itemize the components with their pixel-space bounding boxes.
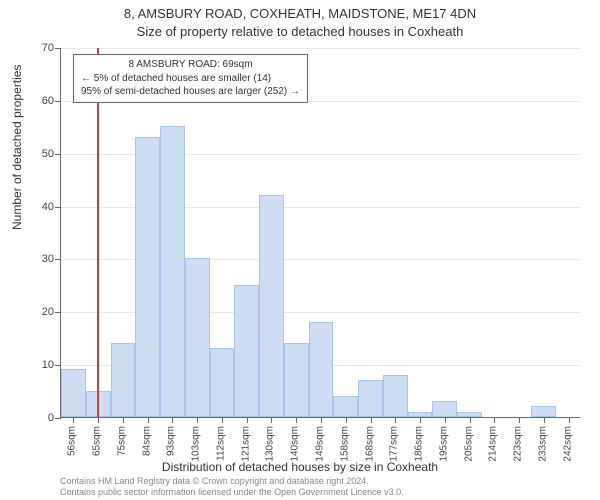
x-tick xyxy=(123,417,124,423)
x-tick xyxy=(296,417,297,423)
histogram-bar xyxy=(309,322,334,417)
x-tick xyxy=(73,417,74,423)
y-tick-label: 30 xyxy=(14,253,54,265)
y-tick xyxy=(55,207,61,208)
x-tick-label: 214sqm xyxy=(488,426,499,462)
x-tick xyxy=(470,417,471,423)
histogram-plot: 8 AMSBURY ROAD: 69sqm ← 5% of detached h… xyxy=(60,48,580,418)
histogram-bar xyxy=(333,396,358,417)
x-tick-label: 140sqm xyxy=(290,426,301,462)
x-tick-label: 186sqm xyxy=(414,426,425,462)
histogram-bar xyxy=(432,401,457,417)
x-tick-label: 223sqm xyxy=(513,426,524,462)
x-tick xyxy=(148,417,149,423)
x-axis-label: Distribution of detached houses by size … xyxy=(0,460,600,474)
footer-attribution: Contains HM Land Registry data © Crown c… xyxy=(60,476,404,499)
page-title-address: 8, AMSBURY ROAD, COXHEATH, MAIDSTONE, ME… xyxy=(0,6,600,21)
histogram-bar xyxy=(185,258,210,417)
y-tick xyxy=(55,365,61,366)
x-tick xyxy=(494,417,495,423)
x-tick xyxy=(569,417,570,423)
histogram-bar xyxy=(210,348,235,417)
x-tick-label: 149sqm xyxy=(315,426,326,462)
x-tick xyxy=(172,417,173,423)
x-tick-label: 121sqm xyxy=(240,426,251,462)
x-tick-label: 195sqm xyxy=(438,426,449,462)
x-tick xyxy=(395,417,396,423)
y-tick-label: 40 xyxy=(14,201,54,213)
histogram-bar xyxy=(111,343,136,417)
x-tick xyxy=(420,417,421,423)
footer-line-2: Contains public sector information licen… xyxy=(60,487,404,498)
footer-line-1: Contains HM Land Registry data © Crown c… xyxy=(60,476,404,487)
histogram-bar xyxy=(358,380,383,417)
x-tick-label: 103sqm xyxy=(191,426,202,462)
histogram-bar xyxy=(284,343,309,417)
y-tick-label: 70 xyxy=(14,42,54,54)
x-tick-label: 84sqm xyxy=(141,426,152,456)
annotation-box: 8 AMSBURY ROAD: 69sqm ← 5% of detached h… xyxy=(73,54,308,103)
page-subtitle: Size of property relative to detached ho… xyxy=(0,24,600,39)
x-tick xyxy=(271,417,272,423)
histogram-bar xyxy=(234,285,259,417)
histogram-bar xyxy=(61,369,86,417)
y-tick xyxy=(55,418,61,419)
x-tick-label: 93sqm xyxy=(166,426,177,456)
x-tick xyxy=(346,417,347,423)
y-tick xyxy=(55,154,61,155)
histogram-bar xyxy=(135,137,160,417)
x-tick xyxy=(222,417,223,423)
x-tick-label: 56sqm xyxy=(67,426,78,456)
x-tick-label: 168sqm xyxy=(364,426,375,462)
x-tick-label: 233sqm xyxy=(537,426,548,462)
x-tick xyxy=(519,417,520,423)
y-tick xyxy=(55,312,61,313)
y-tick-label: 20 xyxy=(14,306,54,318)
annotation-line-smaller: ← 5% of detached houses are smaller (14) xyxy=(81,72,300,86)
y-tick xyxy=(55,101,61,102)
x-tick-label: 65sqm xyxy=(92,426,103,456)
y-tick-label: 0 xyxy=(14,412,54,424)
x-tick xyxy=(544,417,545,423)
y-tick-label: 10 xyxy=(14,359,54,371)
x-tick xyxy=(197,417,198,423)
y-tick-label: 60 xyxy=(14,95,54,107)
annotation-line-property: 8 AMSBURY ROAD: 69sqm xyxy=(81,58,300,72)
x-tick-label: 177sqm xyxy=(389,426,400,462)
y-tick xyxy=(55,48,61,49)
x-tick xyxy=(445,417,446,423)
x-tick-label: 205sqm xyxy=(463,426,474,462)
y-tick xyxy=(55,259,61,260)
x-tick-label: 75sqm xyxy=(116,426,127,456)
histogram-bar xyxy=(383,375,408,417)
histogram-bar xyxy=(259,195,284,417)
x-tick xyxy=(371,417,372,423)
annotation-line-larger: 95% of semi-detached houses are larger (… xyxy=(81,85,300,99)
histogram-bar xyxy=(160,126,185,417)
grid-line xyxy=(61,48,580,49)
x-tick-label: 112sqm xyxy=(215,426,226,461)
y-tick-label: 50 xyxy=(14,148,54,160)
x-tick xyxy=(98,417,99,423)
histogram-bar xyxy=(531,406,556,417)
x-tick-label: 242sqm xyxy=(562,426,573,462)
x-tick-label: 130sqm xyxy=(265,426,276,462)
property-marker-line xyxy=(97,48,99,417)
x-tick xyxy=(321,417,322,423)
x-tick xyxy=(247,417,248,423)
x-tick-label: 158sqm xyxy=(339,426,350,462)
